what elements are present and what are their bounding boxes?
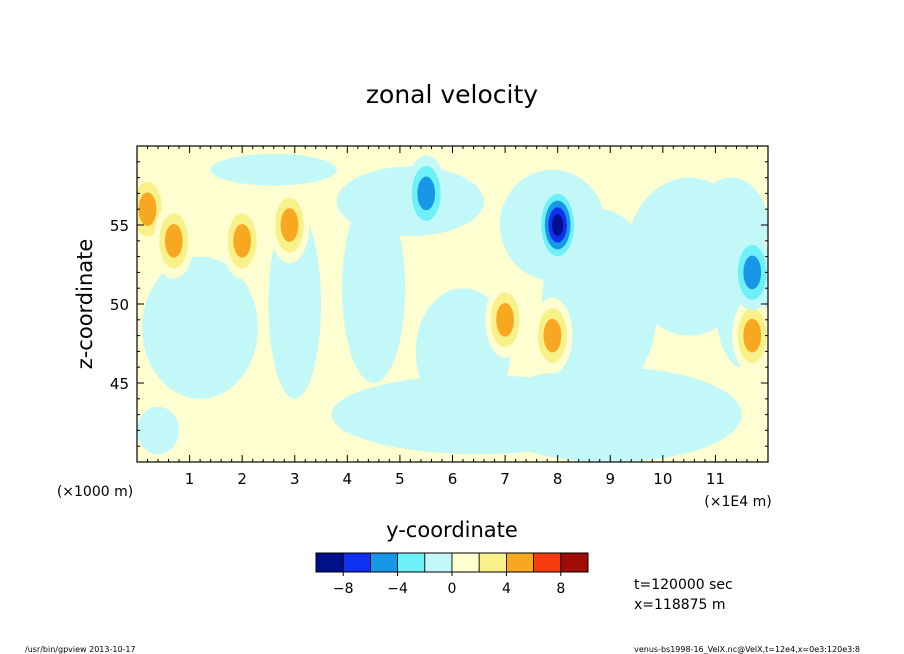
field-band [210,153,337,186]
colorbar-tick-label: −4 [387,581,408,597]
colorbar-swatch [478,552,507,573]
y-tick-label: 45 [110,375,129,393]
x-tick-label: 5 [395,470,405,488]
footer-program: /usr/bin/gpview 2013-10-17 [25,645,136,654]
colorbar-swatch [560,552,589,573]
x-tick-label: 10 [653,470,672,488]
colorbar-swatch [424,552,453,573]
x-unit-note: (×1E4 m) [704,494,771,510]
x-tick-label: 8 [553,470,563,488]
chart-title: zonal velocity [366,80,538,109]
field-band [342,193,406,383]
colorbar-swatch [315,552,344,573]
field-patch [138,192,157,227]
colorbar-tick-label: −8 [333,581,354,597]
field-patch [743,318,762,353]
x-scale-note: (×1000 m) [57,484,133,500]
contour-field [137,146,768,462]
y-tick-label: 50 [110,296,129,314]
x-tick-label: 2 [237,470,247,488]
field-patch [233,223,252,258]
field-patch [164,223,183,258]
colorbar-tick-label: 8 [556,581,565,597]
x-tick-label: 9 [605,470,615,488]
colorbar-tick-label: 4 [502,581,511,597]
y-axis-label: z-coordinate [73,239,97,370]
field-band [137,406,180,455]
field-band [142,256,258,399]
colorbar-swatch [505,552,534,573]
x-axis: 1 2 3 4 5 6 7 8 9 10 11 [147,146,758,488]
colorbar: −8 −4 0 4 8 [315,552,589,597]
x-tick-label: 3 [290,470,300,488]
field-patch [551,214,564,236]
field-patch [743,255,762,290]
position-annotation: x=118875 m [634,597,726,613]
colorbar-swatch [397,552,426,573]
colorbar-swatch [369,552,398,573]
field-patch [417,176,436,211]
colorbar-tick-label: 0 [448,581,457,597]
field-band [478,367,742,462]
field-patch [496,302,514,337]
field-patch [280,208,299,242]
x-tick-label: 1 [185,470,195,488]
x-tick-label: 7 [500,470,510,488]
y-axis: 45 50 55 [110,161,768,447]
y-tick-label: 55 [110,217,129,235]
colorbar-swatch [342,552,371,573]
x-tick-label: 6 [448,470,458,488]
x-tick-label: 4 [343,470,353,488]
colorbar-swatch [533,552,562,573]
field-patch [543,318,562,353]
colorbar-swatch [451,552,480,573]
x-tick-label: 11 [706,470,725,488]
time-annotation: t=120000 sec [634,577,733,593]
footer-source: venus-bs1998-16_VelX.nc@VelX,t=12e4,x=0e… [634,645,860,654]
x-axis-label: y-coordinate [386,518,518,542]
